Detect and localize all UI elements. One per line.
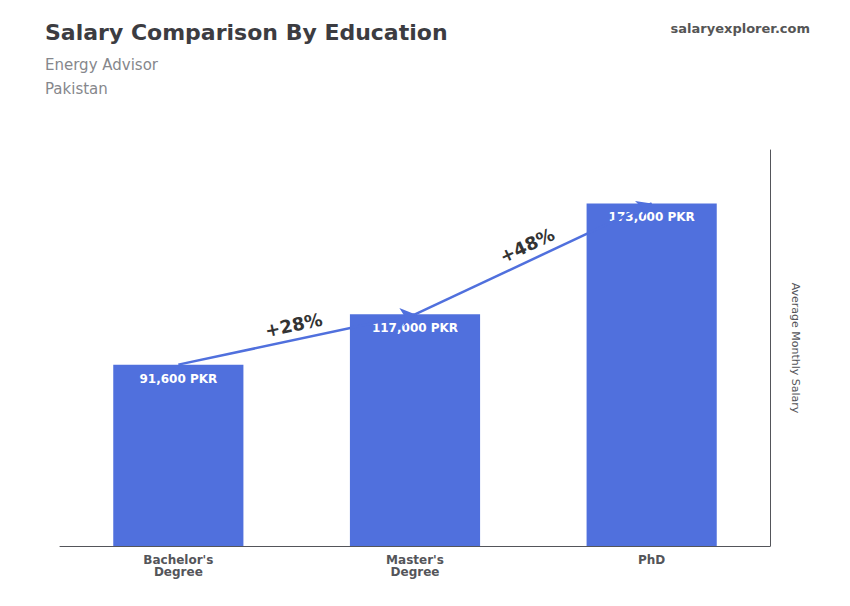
svg-text:117,000 PKR: 117,000 PKR	[372, 321, 458, 335]
svg-text:173,000 PKR: 173,000 PKR	[608, 210, 695, 225]
svg-text:Master's: Master's	[386, 553, 444, 567]
svg-text:PhD: PhD	[638, 553, 665, 567]
svg-text:Energy Advisor: Energy Advisor	[45, 56, 159, 74]
svg-text:Bachelor's: Bachelor's	[143, 553, 214, 567]
svg-text:Degree: Degree	[391, 565, 440, 579]
svg-text:Salary Comparison By Education: Salary Comparison By Education	[45, 20, 448, 45]
svg-text:salaryexplorer.com: salaryexplorer.com	[671, 21, 810, 36]
svg-text:Degree: Degree	[154, 565, 203, 579]
svg-text:+28%: +28%	[263, 308, 324, 341]
svg-text:Average Monthly Salary: Average Monthly Salary	[789, 283, 802, 414]
svg-text:91,600 PKR: 91,600 PKR	[139, 372, 217, 386]
svg-text:+48%: +48%	[496, 223, 558, 267]
svg-text:Pakistan: Pakistan	[45, 80, 108, 98]
